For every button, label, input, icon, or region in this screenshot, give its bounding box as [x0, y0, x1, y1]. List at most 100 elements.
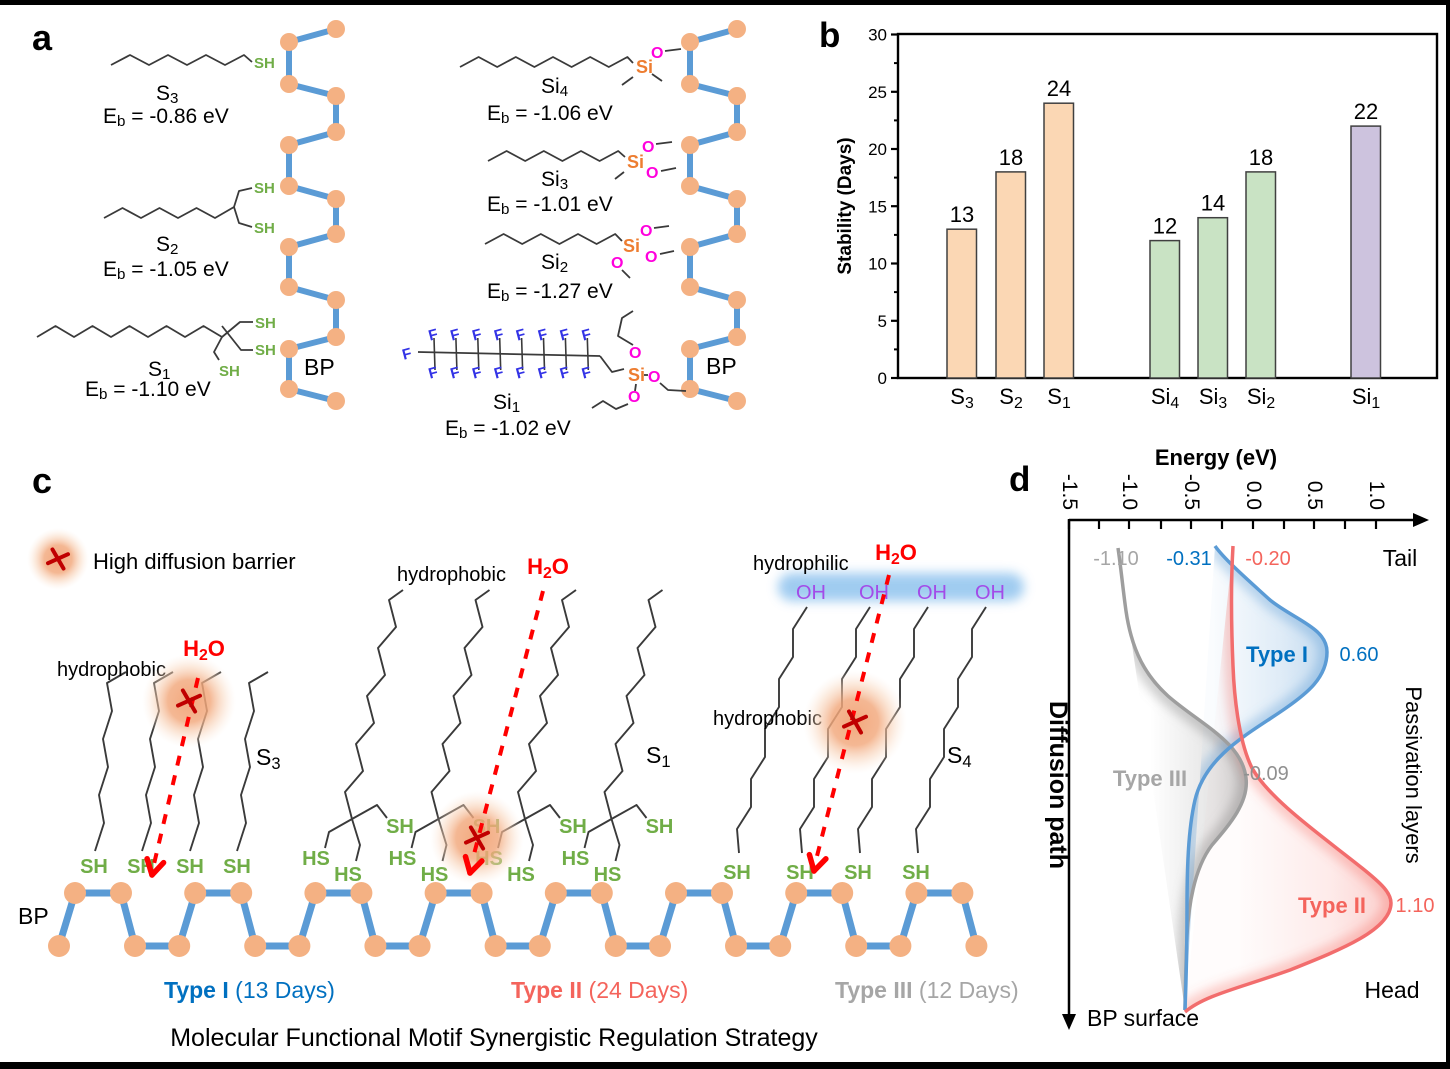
svg-text:F: F — [448, 364, 461, 383]
svg-text:Si: Si — [627, 152, 644, 172]
svg-text:H2O: H2O — [875, 540, 917, 568]
svg-text:F: F — [558, 364, 571, 383]
svg-text:F: F — [470, 326, 483, 345]
svg-text:Si: Si — [628, 365, 645, 385]
svg-text:SH: SH — [902, 862, 930, 884]
svg-text:Passivation layers: Passivation layers — [1401, 686, 1426, 863]
svg-text:SH: SH — [219, 363, 240, 380]
svg-text:SH: SH — [386, 816, 414, 838]
svg-text:F: F — [580, 326, 593, 345]
svg-text:F: F — [448, 326, 461, 345]
svg-text:F: F — [492, 326, 505, 345]
svg-text:SH: SH — [254, 55, 275, 72]
svg-text:-1.0: -1.0 — [1118, 474, 1141, 510]
svg-text:18: 18 — [999, 145, 1023, 170]
svg-text:-0.20: -0.20 — [1245, 548, 1291, 570]
svg-text:F: F — [400, 345, 413, 364]
svg-text:0: 0 — [878, 369, 887, 388]
svg-text:0.0: 0.0 — [1242, 481, 1265, 510]
svg-text:SH: SH — [255, 342, 276, 359]
svg-text:SH: SH — [559, 816, 587, 838]
svg-text:BP: BP — [304, 354, 335, 380]
svg-text:22: 22 — [1354, 99, 1378, 124]
svg-text:-0.09: -0.09 — [1243, 763, 1289, 785]
svg-text:Type I: Type I — [1246, 642, 1308, 667]
svg-text:25: 25 — [868, 83, 887, 102]
svg-text:F: F — [558, 326, 571, 345]
svg-text:F: F — [470, 364, 483, 383]
svg-text:SH: SH — [255, 315, 276, 332]
svg-text:F: F — [514, 364, 527, 383]
svg-text:O: O — [629, 345, 641, 362]
svg-text:OH: OH — [975, 582, 1005, 604]
svg-text:b: b — [819, 16, 840, 55]
svg-text:SH: SH — [223, 856, 251, 878]
svg-text:24: 24 — [1047, 76, 1071, 101]
svg-text:Head: Head — [1365, 977, 1420, 1003]
svg-text:Tail: Tail — [1383, 545, 1418, 571]
svg-text:hydrophobic: hydrophobic — [397, 564, 506, 586]
svg-text:5: 5 — [878, 312, 887, 331]
svg-text:1.10: 1.10 — [1396, 895, 1435, 917]
svg-text:Diffusion path: Diffusion path — [1044, 701, 1072, 869]
svg-text:SH: SH — [844, 862, 872, 884]
svg-text:O: O — [611, 255, 623, 272]
svg-text:1.0: 1.0 — [1365, 481, 1388, 510]
svg-text:F: F — [580, 364, 593, 383]
svg-text:Si: Si — [636, 57, 653, 77]
svg-text:HS: HS — [562, 848, 590, 870]
svg-text:BP: BP — [706, 353, 737, 379]
svg-text:30: 30 — [868, 26, 887, 45]
svg-text:O: O — [646, 165, 658, 182]
svg-text:F: F — [536, 326, 549, 345]
svg-text:F: F — [514, 326, 527, 345]
svg-text:Si: Si — [623, 236, 640, 256]
svg-text:-1.10: -1.10 — [1093, 548, 1139, 570]
svg-text:-0.5: -0.5 — [1180, 474, 1203, 510]
svg-text:SH: SH — [254, 220, 275, 237]
svg-text:High diffusion barrier: High diffusion barrier — [93, 549, 296, 574]
svg-text:HS: HS — [334, 864, 362, 886]
svg-text:Eb = -0.86 eV: Eb = -0.86 eV — [103, 105, 229, 130]
svg-text:12: 12 — [1153, 214, 1177, 239]
svg-text:13: 13 — [950, 202, 974, 227]
svg-text:HS: HS — [302, 848, 330, 870]
svg-text:O: O — [640, 223, 652, 240]
svg-text:SH: SH — [254, 180, 275, 197]
svg-text:-0.31: -0.31 — [1166, 548, 1212, 570]
svg-text:HS: HS — [389, 848, 417, 870]
svg-text:Type I (13 Days): Type I (13 Days) — [164, 977, 335, 1003]
svg-text:Type III (12 Days): Type III (12 Days) — [835, 977, 1019, 1003]
svg-text:Type III: Type III — [1113, 766, 1187, 791]
svg-text:O: O — [642, 139, 654, 156]
svg-text:Type II (24 Days): Type II (24 Days) — [511, 977, 688, 1003]
svg-text:hydrophobic: hydrophobic — [57, 659, 166, 681]
svg-text:OH: OH — [859, 582, 889, 604]
svg-text:a: a — [32, 17, 53, 58]
svg-text:18: 18 — [1249, 145, 1273, 170]
svg-text:BP surface: BP surface — [1087, 1005, 1199, 1031]
svg-text:O: O — [645, 249, 657, 266]
svg-text:c: c — [32, 460, 52, 501]
svg-text:SH: SH — [723, 862, 751, 884]
svg-text:hydrophilic: hydrophilic — [753, 553, 849, 575]
svg-text:10: 10 — [868, 255, 887, 274]
svg-text:-1.5: -1.5 — [1058, 474, 1081, 510]
svg-text:F: F — [536, 364, 549, 383]
svg-text:SH: SH — [786, 862, 814, 884]
svg-text:0.60: 0.60 — [1340, 644, 1379, 666]
svg-text:15: 15 — [868, 197, 887, 216]
svg-text:Si2: Si2 — [1247, 384, 1275, 412]
svg-text:O: O — [651, 45, 663, 62]
svg-text:HS: HS — [421, 864, 449, 886]
svg-text:Stability (Days): Stability (Days) — [835, 137, 856, 274]
svg-text:OH: OH — [917, 582, 947, 604]
svg-text:SH: SH — [176, 856, 204, 878]
svg-text:O: O — [628, 389, 640, 406]
svg-text:14: 14 — [1201, 191, 1225, 216]
svg-text:Energy (eV): Energy (eV) — [1155, 445, 1277, 470]
svg-text:OH: OH — [796, 582, 826, 604]
svg-text:HS: HS — [507, 864, 535, 886]
svg-text:SH: SH — [646, 816, 674, 838]
svg-text:BP: BP — [18, 903, 49, 929]
